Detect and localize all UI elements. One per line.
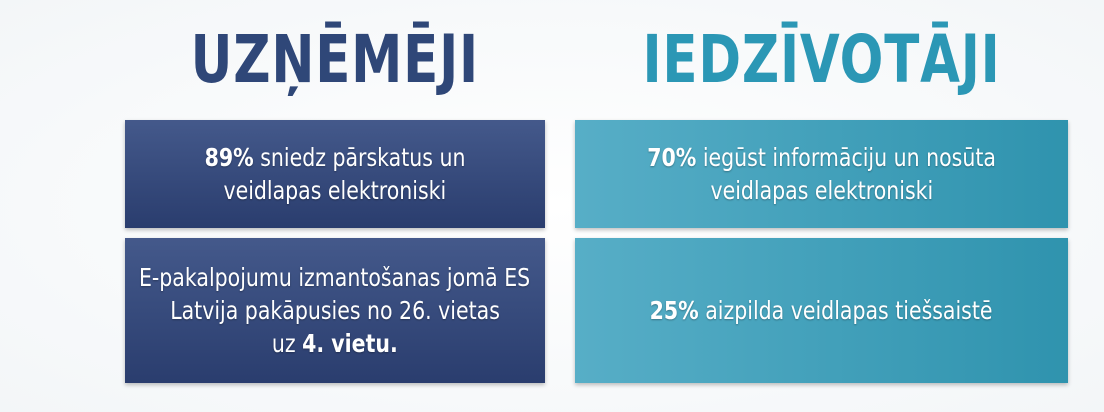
info-box: 89% sniedz pārskatus un veidlapas elektro… <box>125 120 545 228</box>
info-line: veidlapas elektroniski <box>710 174 933 207</box>
column: IEDZĪVOTĀJI 70% iegūst informāciju un nos… <box>575 0 1068 412</box>
info-box: 25% aizpilda veidlapas tiešsaistē <box>575 238 1068 383</box>
info-box: 70% iegūst informāciju un nosūta veidlapa… <box>575 120 1068 228</box>
column: UZŅĒMĒJI 89% sniedz pārskatus un veidlapas… <box>125 0 545 412</box>
info-text: 4. vietu. <box>302 329 398 358</box>
info-line: 25% aizpilda veidlapas tiešsaistē <box>650 294 993 327</box>
info-text: aizpilda veidlapas tiešsaistē <box>699 296 993 325</box>
info-line: 89% sniedz pārskatus un <box>205 141 466 174</box>
info-text: veidlapas elektroniski <box>710 176 933 205</box>
column-title-text: UZŅĒMĒJI <box>190 20 480 98</box>
column-title-text: IEDZĪVOTĀJI <box>642 20 1001 98</box>
info-text: uz <box>272 329 303 358</box>
info-text: iegūst informāciju un nosūta <box>696 143 996 172</box>
column-title: IEDZĪVOTĀJI <box>575 0 1068 118</box>
info-text: Latvija pakāpusies no 26. vietas <box>170 296 500 325</box>
info-text: 89% <box>204 143 254 172</box>
info-line: veidlapas elektroniski <box>224 174 447 207</box>
info-box: E-pakalpojumu izmantošanas jomā ES Latvij… <box>125 238 545 383</box>
info-line: 70% iegūst informāciju un nosūta <box>647 141 996 174</box>
column-title: UZŅĒMĒJI <box>125 0 545 118</box>
info-line: uz 4. vietu. <box>272 327 398 360</box>
info-line: E-pakalpojumu izmantošanas jomā ES <box>139 261 530 294</box>
info-text: 25% <box>650 296 700 325</box>
info-text: sniedz pārskatus un <box>253 143 466 172</box>
info-text: E-pakalpojumu izmantošanas jomā ES <box>139 263 531 292</box>
info-text: 70% <box>647 143 697 172</box>
info-text: veidlapas elektroniski <box>223 176 447 205</box>
info-line: Latvija pakāpusies no 26. vietas <box>170 294 500 327</box>
